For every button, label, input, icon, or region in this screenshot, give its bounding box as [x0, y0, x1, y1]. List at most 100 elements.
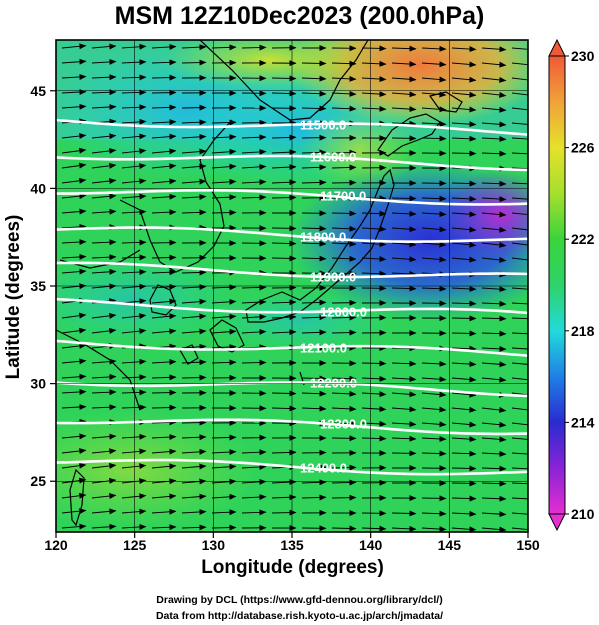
wind-arrow: [241, 449, 267, 456]
y-axis-label: Latitude (degrees): [3, 214, 24, 380]
wind-arrow: [511, 62, 528, 66]
wind-arrow: [91, 254, 117, 261]
wind-arrow: [151, 254, 177, 261]
wind-arrow: [211, 44, 237, 51]
wind-arrow: [481, 511, 507, 518]
wind-arrow: [61, 433, 87, 440]
contour-label: 11900.0: [310, 269, 356, 284]
wind-arrow: [481, 315, 507, 322]
wind-arrow: [121, 43, 147, 50]
wind-arrow: [121, 313, 147, 320]
wind-arrow: [331, 105, 357, 112]
wind-arrow: [151, 119, 177, 126]
wind-arrow: [511, 347, 528, 350]
wind-arrow: [151, 133, 177, 140]
wind-arrow: [211, 359, 237, 366]
wind-arrow: [511, 77, 528, 81]
wind-arrow: [151, 508, 177, 515]
wind-arrow: [91, 147, 117, 154]
wind-arrow: [121, 508, 147, 515]
wind-arrow: [61, 58, 87, 65]
wind-arrow: [421, 256, 447, 263]
wind-arrow: [91, 373, 117, 380]
wind-arrow: [241, 148, 267, 155]
wind-arrow: [331, 464, 357, 471]
wind-arrow: [361, 406, 387, 413]
wind-arrow: [181, 178, 207, 185]
wind-arrow: [121, 104, 147, 111]
wind-arrow: [121, 89, 147, 96]
wind-arrow: [391, 241, 417, 248]
wind-arrow: [361, 270, 387, 277]
wind-arrow: [211, 209, 237, 216]
wind-arrow: [91, 523, 117, 530]
wind-arrow: [151, 524, 177, 531]
wind-arrow: [121, 283, 147, 290]
wind-arrow: [451, 121, 477, 128]
wind-arrow: [151, 89, 177, 96]
wind-arrow: [61, 508, 87, 515]
wind-arrow: [151, 493, 177, 500]
wind-arrow: [451, 330, 477, 337]
wind-arrow: [61, 73, 87, 80]
wind-arrow: [391, 45, 417, 52]
wind-arrow: [121, 163, 147, 170]
wind-arrow: [331, 479, 357, 486]
wind-arrow: [481, 61, 507, 68]
wind-arrow: [511, 407, 528, 411]
wind-arrow: [511, 302, 528, 305]
wind-arrow: [121, 239, 147, 246]
wind-arrow: [241, 163, 267, 170]
wind-arrow: [331, 164, 357, 171]
wind-arrow: [151, 269, 177, 276]
wind-arrow: [91, 162, 117, 169]
wind-arrow: [421, 106, 447, 113]
y-tick-label: 40: [30, 180, 46, 196]
wind-arrow: [301, 105, 327, 112]
wind-arrow: [211, 194, 237, 201]
wind-arrow: [301, 299, 327, 306]
wind-arrow: [391, 120, 417, 127]
wind-arrow: [241, 194, 267, 201]
wind-arrow: [451, 526, 477, 532]
wind-arrow: [391, 76, 417, 83]
wind-arrow: [481, 361, 507, 368]
wind-arrow: [481, 480, 507, 487]
wind-arrow: [61, 193, 87, 200]
wind-arrow: [91, 312, 117, 319]
wind-arrow: [361, 105, 387, 112]
wind-arrow: [91, 104, 117, 110]
wind-arrow: [361, 525, 387, 532]
wind-arrow: [91, 448, 117, 455]
wind-arrow: [481, 121, 507, 128]
wind-arrow: [451, 285, 477, 292]
wind-arrow: [511, 467, 528, 470]
wind-arrow: [451, 361, 477, 368]
wind-arrow: [511, 197, 528, 200]
wind-arrow: [331, 405, 357, 412]
wind-arrow: [361, 420, 387, 427]
wind-arrow: [61, 342, 87, 349]
wind-arrow: [511, 377, 528, 381]
wind-arrow: [91, 358, 117, 365]
wind-arrow: [481, 526, 507, 532]
wind-arrow: [241, 284, 267, 291]
wind-arrow: [91, 43, 117, 50]
wind-arrow: [61, 239, 87, 246]
wind-arrow: [361, 45, 387, 52]
wind-arrow: [271, 255, 297, 262]
wind-arrow: [181, 163, 207, 170]
wind-arrow: [481, 226, 507, 233]
credit-line-1: Drawing by DCL (https://www.gfd-dennou.o…: [156, 594, 443, 606]
wind-arrow: [451, 256, 477, 263]
wind-arrow: [121, 193, 147, 200]
wind-arrow: [331, 314, 357, 321]
wind-arrow: [121, 59, 147, 66]
y-tick-label: 30: [30, 376, 46, 392]
wind-arrow: [61, 43, 87, 50]
wind-arrow: [181, 463, 207, 470]
wind-arrow: [181, 298, 207, 305]
wind-arrow: [331, 420, 357, 427]
wind-arrow: [61, 208, 87, 215]
